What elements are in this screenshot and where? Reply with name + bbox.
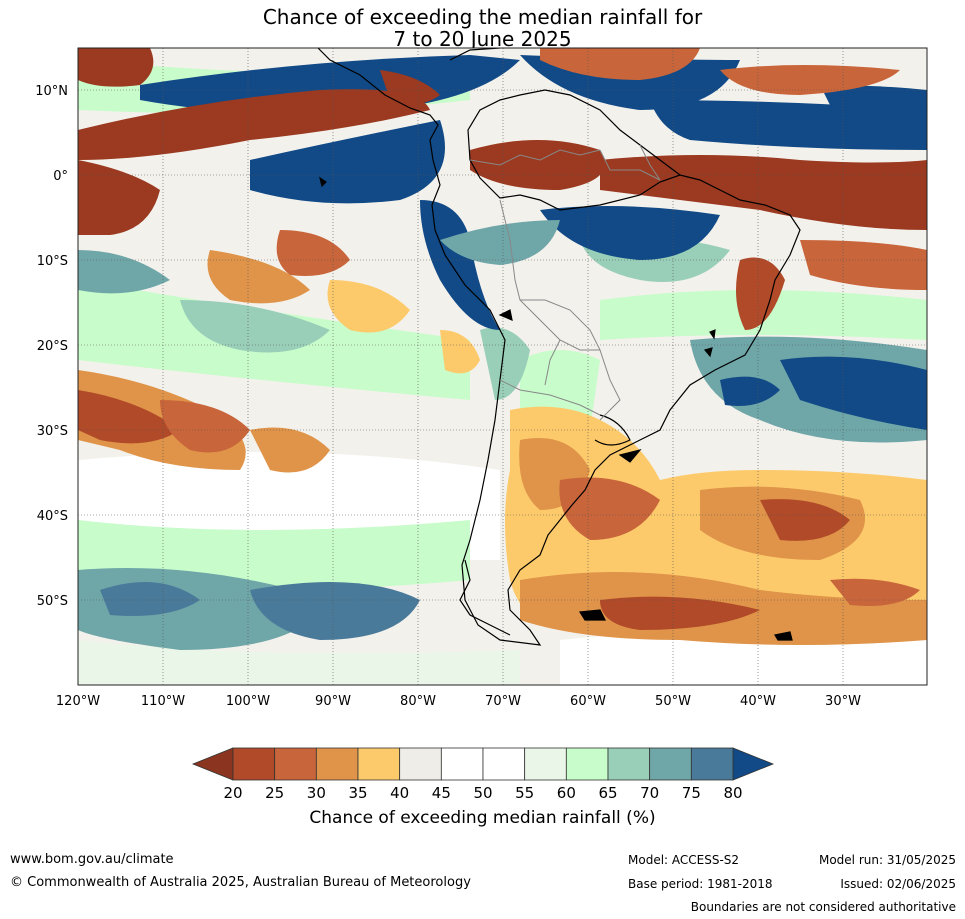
colorbar-tick-label: 65	[598, 784, 617, 802]
lon-label-40w: 40°W	[740, 694, 776, 709]
lat-label-20s: 20°S	[37, 339, 68, 354]
footer-base-period: Base period: 1981-2018	[628, 877, 773, 891]
colorbar-tick-label: 70	[640, 784, 659, 802]
colorbar-box	[607, 747, 651, 781]
colorbar-tick-label: 40	[390, 784, 409, 802]
colorbar-over-arrow	[732, 747, 775, 781]
south-america-coastline	[317, 48, 801, 646]
rainfall-probability-map	[78, 48, 927, 685]
colorbar-box	[274, 747, 317, 781]
lon-label-100w: 100°W	[226, 694, 270, 709]
footer-model-run: Model run: 31/05/2025	[818, 853, 956, 867]
lon-label-50w: 50°W	[655, 694, 691, 709]
lon-label-70w: 70°W	[485, 694, 521, 709]
colorbar-box	[649, 747, 692, 781]
colorbar-tick-label: 55	[515, 784, 534, 802]
map-title-line2: 7 to 20 June 2025	[393, 27, 572, 51]
colorbar-box	[482, 747, 526, 781]
colorbar-box	[357, 747, 401, 781]
lat-label-10s: 10°S	[37, 254, 68, 269]
lat-label-10n: 10°N	[35, 84, 68, 99]
colorbar-under-arrow	[191, 747, 234, 781]
lat-label-40s: 40°S	[37, 509, 68, 524]
colorbar-tick-label: 60	[557, 784, 576, 802]
lon-label-110w: 110°W	[141, 694, 185, 709]
footer-copyright: © Commonwealth of Australia 2025, Austra…	[10, 875, 471, 890]
colorbar-box	[232, 747, 276, 781]
footer-issued: Issued: 02/06/2025	[840, 877, 956, 891]
colorbar-box	[565, 747, 609, 781]
lon-label-120w: 120°W	[56, 694, 100, 709]
map-frame	[77, 47, 928, 686]
lon-label-80w: 80°W	[400, 694, 436, 709]
lon-label-60w: 60°W	[570, 694, 606, 709]
country-borders	[469, 144, 661, 421]
lat-label-30s: 30°S	[37, 424, 68, 439]
map-gridlines	[78, 48, 927, 685]
footer-model: Model: ACCESS-S2	[628, 853, 740, 867]
colorbar-legend: 20 25 30 35 40 45 50 55 60 65 70 75 80	[191, 747, 775, 802]
lat-label-0: 0°	[53, 169, 68, 184]
footer-website: www.bom.gov.au/climate	[10, 852, 174, 867]
lon-label-90w: 90°W	[315, 694, 351, 709]
colorbar-tick-label: 35	[348, 784, 367, 802]
colorbar-tick-label: 30	[307, 784, 326, 802]
colorbar-tick-label: 75	[682, 784, 701, 802]
lon-label-30w: 30°W	[825, 694, 861, 709]
colorbar-tick-label: 20	[223, 784, 242, 802]
colorbar-tick-label: 45	[432, 784, 451, 802]
colorbar-box	[524, 747, 567, 781]
colorbar-box	[399, 747, 442, 781]
colorbar-tick-label: 80	[723, 784, 742, 802]
footer-boundaries-note: Boundaries are not considered authoritat…	[690, 900, 956, 914]
colorbar-title: Chance of exceeding median rainfall (%)	[309, 808, 656, 828]
colorbar-box	[315, 747, 359, 781]
colorbar-tick-label: 25	[265, 784, 284, 802]
lat-label-50s: 50°S	[37, 594, 68, 609]
colorbar-box	[690, 747, 734, 781]
colorbar-tick-label: 50	[473, 784, 492, 802]
colorbar-box	[440, 747, 484, 781]
map-title-line1: Chance of exceeding the median rainfall …	[262, 5, 703, 29]
